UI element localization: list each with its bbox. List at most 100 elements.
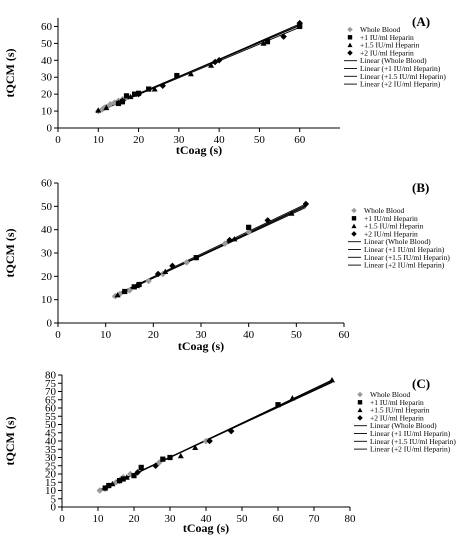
data-point (215, 57, 223, 64)
x-tick-label: 50 (254, 134, 266, 146)
legend-marker (347, 26, 353, 33)
legend: Whole Blood+1 IU/ml Heparin+1.5 IU/ml He… (344, 25, 446, 89)
data-point (162, 268, 169, 275)
x-tick-label: 30 (173, 134, 185, 146)
data-point (116, 477, 123, 484)
data-point (187, 70, 194, 77)
chart-panel-1: 0 10 20 30 40 50 60 0 10 20 30 40 50 60 tCoag (s) tQCM … (3, 14, 446, 157)
data-point (134, 469, 141, 476)
legend-marker (347, 35, 353, 40)
y-tick-label: 40 (41, 55, 53, 67)
x-tick-label: 60 (273, 513, 285, 525)
y-tick-label: 10 (41, 106, 53, 118)
data-point (174, 72, 180, 79)
data-point (123, 474, 130, 480)
x-tick-label: 40 (214, 134, 226, 146)
y-tick-label: 80 (45, 370, 57, 382)
x-tick-label: 70 (309, 513, 321, 525)
x-tick-label: 0 (55, 329, 61, 341)
y-tick-label: 50 (45, 419, 57, 431)
y-axis-title: tQCM (s) (3, 417, 17, 466)
x-tick-label: 30 (165, 513, 177, 525)
x-tick-label: 10 (100, 329, 112, 341)
y-tick-label: 0 (47, 318, 53, 330)
data-point (95, 107, 102, 113)
legend-marker (351, 216, 357, 221)
legend-entry: Linear (Whole Blood) (370, 421, 437, 430)
legend-marker (357, 391, 363, 398)
y-tick-label: 75 (45, 378, 57, 390)
y-tick-label: 5 (51, 493, 57, 505)
y-tick-label: 0 (51, 502, 57, 514)
legend-entry: +2 IU/ml Heparin (360, 48, 414, 57)
data-point (302, 200, 310, 208)
y-tick-label: 55 (45, 411, 57, 423)
data-point (152, 462, 159, 469)
data-point (297, 23, 303, 30)
data-point (226, 236, 233, 244)
legend-entry: Linear (+2 IU/ml Heparin) (370, 445, 451, 454)
data-point (120, 476, 126, 482)
legend-entry: Linear (Whole Blood) (364, 237, 431, 246)
y-axis-title: tQCM (s) (3, 49, 17, 98)
y-tick-label: 10 (45, 485, 57, 497)
y-tick-label: 60 (41, 21, 53, 33)
panel-label: (A) (412, 14, 430, 29)
x-axis-title: tCoag (s) (183, 521, 229, 535)
data-point (103, 104, 110, 111)
x-axis-title: tCoag (s) (176, 143, 222, 157)
x-tick-label: 30 (196, 329, 208, 341)
data-point (296, 19, 303, 27)
y-tick-label: 20 (41, 271, 53, 283)
data-point (246, 224, 252, 230)
data-point (131, 473, 137, 479)
legend-entry: +1.5 IU/ml Heparin (364, 222, 424, 231)
legend-entry: +1.5 IU/ml Heparin (360, 41, 420, 50)
x-tick-label: 80 (345, 513, 357, 525)
legend-entry: +1 IU/ml Heparin (360, 33, 414, 42)
x-tick-label: 50 (291, 329, 303, 341)
data-point (264, 217, 271, 224)
data-point (245, 228, 252, 236)
data-point (145, 277, 152, 285)
data-point (119, 97, 126, 105)
y-axis-title: tQCM (s) (3, 229, 17, 278)
data-point (131, 284, 137, 290)
data-point (126, 287, 133, 294)
data-point (154, 270, 162, 278)
data-point (169, 262, 176, 270)
data-point (122, 288, 128, 295)
legend-entry: Linear (Whole Blood) (360, 56, 427, 65)
legend-entry: +2 IU/ml Heparin (370, 413, 424, 422)
data-point (208, 62, 215, 68)
data-point (96, 487, 104, 494)
legend-entry: +1 IU/ml Heparin (364, 214, 418, 223)
y-tick-label: 50 (41, 201, 53, 213)
chart-panel-3: 0 10 20 30 40 50 60 70 8005101520253035404550556… (3, 370, 456, 536)
legend-entry: +1.5 IU/ml Heparin (370, 406, 430, 415)
legend-entry: Linear (+1.5 IU/ml Heparin) (370, 437, 456, 446)
x-tick-label: 0 (59, 513, 65, 525)
data-point (135, 90, 142, 98)
legend-entry: Linear (+2 IU/ml Heparin) (360, 80, 441, 89)
data-point (329, 376, 335, 383)
data-point (231, 236, 238, 242)
x-tick-label: 20 (133, 134, 145, 146)
panel-label: (B) (412, 180, 429, 195)
legend-marker (347, 50, 353, 56)
legend-entry: Whole Blood (364, 206, 404, 215)
y-tick-label: 60 (41, 178, 53, 190)
y-tick-label: 60 (45, 403, 57, 415)
y-tick-label: 35 (45, 444, 57, 456)
data-point (127, 93, 134, 100)
data-point (138, 464, 144, 470)
data-point (275, 402, 281, 408)
x-tick-label: 10 (93, 134, 105, 146)
data-point (289, 395, 296, 401)
data-point (159, 82, 166, 89)
data-point (264, 39, 271, 45)
data-point (206, 437, 213, 445)
data-point (114, 292, 121, 298)
data-point (260, 40, 267, 46)
y-tick-label: 20 (41, 89, 53, 101)
